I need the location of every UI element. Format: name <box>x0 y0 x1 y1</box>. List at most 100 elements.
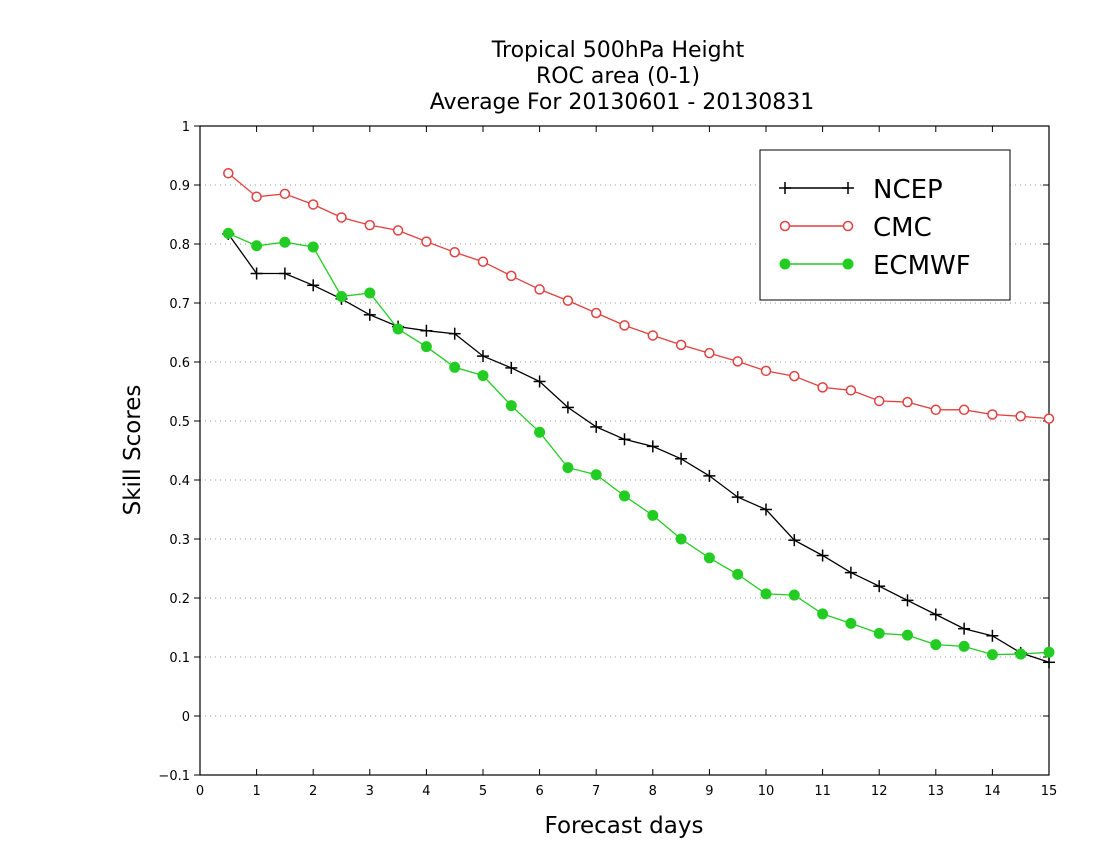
data-point-ncep <box>816 549 829 562</box>
data-point-cmc <box>845 385 857 396</box>
data-point-ecmwf <box>760 588 772 600</box>
data-point-cmc <box>421 236 432 247</box>
data-point-ecmwf <box>364 287 376 299</box>
y-tick-label: 1 <box>182 120 190 135</box>
data-point-cmc <box>477 256 489 267</box>
data-point-cmc <box>930 404 942 416</box>
data-point-ncep <box>844 566 857 579</box>
data-point-ecmwf <box>732 568 744 580</box>
data-point-ncep <box>477 350 489 363</box>
data-point-cmc <box>902 396 913 408</box>
legend-marker-ncep <box>779 182 791 194</box>
x-tick-label: 13 <box>928 784 945 799</box>
data-point-ecmwf <box>930 639 942 651</box>
data-point-ncep <box>307 279 320 292</box>
data-point-ncep <box>646 440 659 453</box>
data-point-ncep <box>618 433 631 446</box>
data-point-ecmwf <box>307 241 319 253</box>
y-tick-label: 0.1 <box>169 651 190 666</box>
chart-title-line-3: Average For 20130601 - 20130831 <box>430 90 815 115</box>
y-tick-label: 0.3 <box>169 533 190 548</box>
x-tick-label: 7 <box>592 784 600 799</box>
legend-marker-cmc <box>842 220 854 232</box>
legend-marker-cmc <box>779 220 791 232</box>
y-tick-label: 0.6 <box>169 356 190 371</box>
y-axis-title: Skill Scores <box>120 385 146 516</box>
data-point-ecmwf <box>562 462 574 474</box>
data-point-cmc <box>732 356 743 367</box>
x-tick-label: 3 <box>366 784 374 799</box>
y-tick-label: 0.4 <box>169 474 190 489</box>
legend-entries: NCEP CMC ECMWF <box>779 175 971 281</box>
data-point-ecmwf <box>392 323 404 335</box>
y-tick-label: 0.2 <box>169 592 190 607</box>
legend-marker-ncep <box>842 182 854 194</box>
data-point-ecmwf <box>817 608 829 620</box>
legend: NCEP CMC ECMWF <box>759 149 1011 301</box>
data-point-ecmwf <box>986 649 998 661</box>
data-point-cmc <box>647 330 659 341</box>
data-point-cmc <box>987 409 998 420</box>
x-tick-label: 6 <box>535 784 543 799</box>
data-point-cmc <box>251 191 262 203</box>
chart-title-line-1: Tropical 500hPa Height <box>491 38 745 63</box>
data-point-cmc <box>958 404 970 416</box>
legend-marker-ecmwf <box>779 258 791 270</box>
data-point-cmc <box>307 199 319 210</box>
data-point-ecmwf <box>279 236 291 248</box>
data-point-cmc <box>1043 413 1055 424</box>
data-point-ncep <box>703 469 716 482</box>
x-tick-label: 15 <box>1041 784 1058 799</box>
data-point-ecmwf <box>703 552 715 564</box>
data-point-ncep <box>533 375 546 388</box>
data-point-ecmwf <box>449 361 461 373</box>
x-tick-label: 4 <box>422 784 430 799</box>
data-point-ncep <box>448 327 461 340</box>
data-point-ecmwf <box>534 426 546 438</box>
data-point-ecmwf <box>251 240 263 252</box>
data-point-ecmwf <box>222 227 234 239</box>
data-point-ncep <box>1043 656 1055 669</box>
y-tick-label: 0.7 <box>169 297 190 312</box>
data-point-ncep <box>420 324 433 337</box>
data-point-ncep <box>590 420 603 433</box>
series-layer <box>222 167 1055 669</box>
data-point-cmc <box>873 395 885 407</box>
legend-label-cmc: CMC <box>873 213 932 243</box>
data-point-cmc <box>789 370 800 382</box>
data-point-cmc <box>1015 411 1026 422</box>
data-point-cmc <box>675 339 687 351</box>
data-point-ecmwf <box>590 469 602 481</box>
legend-box <box>759 149 1011 301</box>
data-point-cmc <box>760 365 772 377</box>
data-point-ncep <box>505 361 518 374</box>
data-point-cmc <box>392 225 404 236</box>
data-point-ncep <box>873 580 886 593</box>
legend-label-ecmwf: ECMWF <box>873 251 971 281</box>
data-point-ecmwf <box>647 509 659 521</box>
axis-ticks: −0.100.10.20.30.40.50.60.70.80.910 1 2 3 4 5 6… <box>158 120 1057 799</box>
data-point-cmc <box>336 212 347 223</box>
data-point-ncep <box>986 629 999 642</box>
data-point-ncep <box>958 622 971 635</box>
x-tick-label: 5 <box>479 784 487 799</box>
data-point-ncep <box>675 452 688 465</box>
data-point-ncep <box>901 594 914 607</box>
data-point-cmc <box>704 347 715 359</box>
x-tick-label: 11 <box>814 784 831 799</box>
data-point-ecmwf <box>420 341 432 353</box>
data-point-ncep <box>250 267 263 280</box>
data-point-ecmwf <box>845 617 857 629</box>
data-point-ncep <box>561 401 574 414</box>
data-point-ecmwf <box>336 291 347 303</box>
data-point-cmc <box>223 167 234 179</box>
legend-marker-ecmwf <box>842 258 854 270</box>
chart-title-line-2: ROC area (0-1) <box>536 64 700 89</box>
legend-label-ncep: NCEP <box>873 175 943 205</box>
y-tick-label: −0.1 <box>158 769 190 784</box>
data-point-ecmwf <box>675 533 687 545</box>
data-point-cmc <box>364 219 376 231</box>
data-point-ncep <box>760 503 772 516</box>
x-tick-label: 12 <box>871 784 888 799</box>
x-tick-label: 0 <box>196 784 204 799</box>
